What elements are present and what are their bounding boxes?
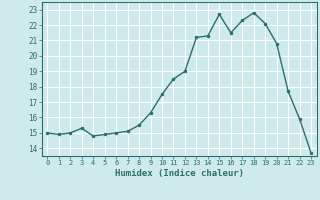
X-axis label: Humidex (Indice chaleur): Humidex (Indice chaleur): [115, 169, 244, 178]
